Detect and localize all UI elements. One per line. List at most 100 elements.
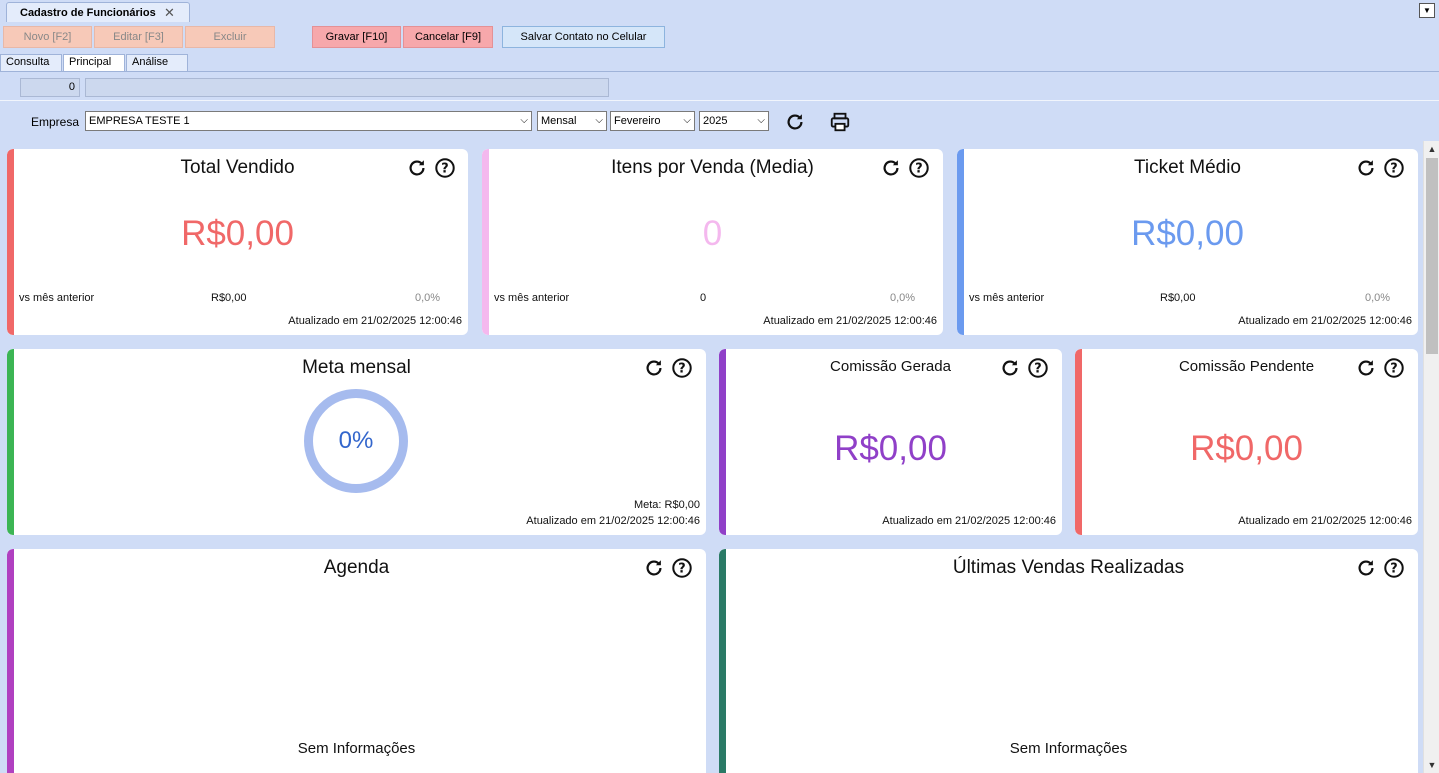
card-meta-mensal: Meta mensal ? 0% Meta: R$0,00 Atualizado… — [7, 349, 706, 535]
card-title: Comissão Pendente — [1178, 358, 1315, 375]
card-agenda: Agenda ? Sem Informações — [7, 549, 706, 773]
svg-text:?: ? — [1390, 162, 1397, 177]
card-accent-bar — [719, 549, 726, 773]
compare-value: 0 — [700, 292, 707, 304]
svg-text:?: ? — [678, 562, 685, 577]
updated-timestamp: Atualizado em 21/02/2025 12:00:46 — [288, 315, 462, 327]
excluir-button[interactable]: Excluir — [185, 26, 275, 48]
novo-button[interactable]: Novo [F2] — [3, 26, 92, 48]
help-icon[interactable]: ? — [1383, 157, 1405, 179]
itens-venda-value: 0 — [702, 214, 723, 253]
compare-value: R$0,00 — [1160, 292, 1196, 304]
help-icon[interactable]: ? — [1383, 557, 1405, 579]
svg-text:?: ? — [1390, 362, 1397, 377]
record-count-field: 0 — [20, 78, 80, 97]
refresh-icon[interactable] — [643, 557, 665, 579]
comissao-pendente-value: R$0,00 — [1190, 429, 1303, 468]
compare-label: vs mês anterior — [969, 292, 1045, 304]
card-accent-bar — [7, 549, 14, 773]
card-title: Total Vendido — [180, 157, 295, 178]
print-button[interactable] — [828, 110, 852, 134]
help-icon[interactable]: ? — [908, 157, 930, 179]
ano-select[interactable]: 2025 ⌵ — [699, 111, 769, 131]
agenda-empty-message: Sem Informações — [297, 740, 416, 757]
vertical-scrollbar[interactable]: ▲ ▼ — [1423, 141, 1439, 773]
ano-select-value: 2025 — [703, 115, 728, 127]
help-icon[interactable]: ? — [1027, 357, 1049, 379]
card-title: Meta mensal — [302, 357, 411, 378]
gravar-button[interactable]: Gravar [F10] — [312, 26, 401, 48]
refresh-icon — [787, 114, 803, 130]
window-menu-dropdown-icon[interactable]: ▼ — [1419, 3, 1435, 18]
updated-timestamp: Atualizado em 21/02/2025 12:00:46 — [882, 515, 1056, 527]
card-ultimas-vendas: Últimas Vendas Realizadas ? Sem Informaç… — [719, 549, 1418, 773]
compare-pct: 0,0% — [890, 292, 916, 304]
card-accent-bar — [719, 349, 726, 535]
empresa-select-value: EMPRESA TESTE 1 — [89, 115, 190, 127]
card-comissao-gerada: Comissão Gerada ? R$0,00 Atualizado em 2… — [719, 349, 1062, 535]
total-vendido-value: R$0,00 — [181, 214, 294, 253]
refresh-icon[interactable] — [880, 157, 902, 179]
card-title: Ticket Médio — [1134, 157, 1241, 178]
ultimas-vendas-empty-message: Sem Informações — [1009, 740, 1128, 757]
chevron-down-icon: ⌵ — [757, 115, 765, 126]
svg-text:?: ? — [678, 362, 685, 377]
card-ticket-medio: Ticket Médio ? R$0,00 vs mês anterior R$… — [957, 149, 1418, 335]
updated-timestamp: Atualizado em 21/02/2025 12:00:46 — [526, 515, 700, 527]
scroll-down-icon[interactable]: ▼ — [1427, 760, 1437, 770]
svg-text:?: ? — [441, 162, 448, 177]
salvar-contato-button[interactable]: Salvar Contato no Celular — [502, 26, 665, 48]
close-tab-icon[interactable]: ✕ — [164, 5, 175, 20]
refresh-icon[interactable] — [643, 357, 665, 379]
updated-timestamp: Atualizado em 21/02/2025 12:00:46 — [1238, 515, 1412, 527]
scroll-thumb[interactable] — [1426, 158, 1438, 354]
meta-progress-ring: 0% — [304, 389, 408, 493]
svg-text:?: ? — [1034, 362, 1041, 377]
meta-value: Meta: R$0,00 — [633, 499, 700, 511]
window-tab-title: Cadastro de Funcionários — [20, 7, 156, 19]
card-title: Itens por Venda (Media) — [611, 157, 814, 178]
card-comissao-pendente: Comissão Pendente ? R$0,00 Atualizado em… — [1075, 349, 1418, 535]
refresh-icon[interactable] — [1355, 557, 1377, 579]
help-icon[interactable]: ? — [1383, 357, 1405, 379]
tab-analise[interactable]: Análise — [126, 54, 188, 71]
card-accent-bar — [1075, 349, 1082, 535]
editar-button[interactable]: Editar [F3] — [94, 26, 183, 48]
card-accent-bar — [957, 149, 964, 335]
refresh-icon[interactable] — [1355, 357, 1377, 379]
card-total-vendido: Total Vendido ? R$0,00 vs mês anterior R… — [7, 149, 468, 335]
refresh-all-button[interactable] — [783, 110, 807, 134]
empresa-select[interactable]: EMPRESA TESTE 1 ⌵ — [85, 111, 532, 131]
compare-pct: 0,0% — [415, 292, 441, 304]
svg-text:?: ? — [915, 162, 922, 177]
refresh-icon[interactable] — [999, 357, 1021, 379]
card-accent-bar — [482, 149, 489, 335]
tab-divider — [0, 71, 1439, 72]
help-icon[interactable]: ? — [671, 557, 693, 579]
chevron-down-icon: ⌵ — [683, 115, 691, 126]
compare-label: vs mês anterior — [494, 292, 570, 304]
cancelar-button[interactable]: Cancelar [F9] — [403, 26, 493, 48]
compare-pct: 0,0% — [1365, 292, 1391, 304]
card-itens-por-venda: Itens por Venda (Media) ? 0 vs mês anter… — [482, 149, 943, 335]
chevron-down-icon: ⌵ — [520, 115, 528, 126]
periodo-select-value: Mensal — [541, 115, 577, 127]
refresh-icon[interactable] — [406, 157, 428, 179]
updated-timestamp: Atualizado em 21/02/2025 12:00:46 — [763, 315, 937, 327]
divider — [0, 100, 1439, 101]
mes-select[interactable]: Fevereiro ⌵ — [610, 111, 695, 131]
comissao-gerada-value: R$0,00 — [834, 429, 947, 468]
tab-consulta[interactable]: Consulta — [0, 54, 62, 71]
ticket-medio-value: R$0,00 — [1131, 214, 1244, 253]
record-info-field — [85, 78, 609, 97]
periodo-select[interactable]: Mensal ⌵ — [537, 111, 607, 131]
scroll-up-icon[interactable]: ▲ — [1427, 144, 1437, 154]
svg-text:?: ? — [1390, 562, 1397, 577]
card-title: Comissão Gerada — [830, 358, 951, 375]
window-tab[interactable]: Cadastro de Funcionários ✕ — [6, 2, 190, 22]
card-accent-bar — [7, 149, 14, 335]
tab-principal[interactable]: Principal — [63, 54, 125, 71]
help-icon[interactable]: ? — [434, 157, 456, 179]
refresh-icon[interactable] — [1355, 157, 1377, 179]
help-icon[interactable]: ? — [671, 357, 693, 379]
